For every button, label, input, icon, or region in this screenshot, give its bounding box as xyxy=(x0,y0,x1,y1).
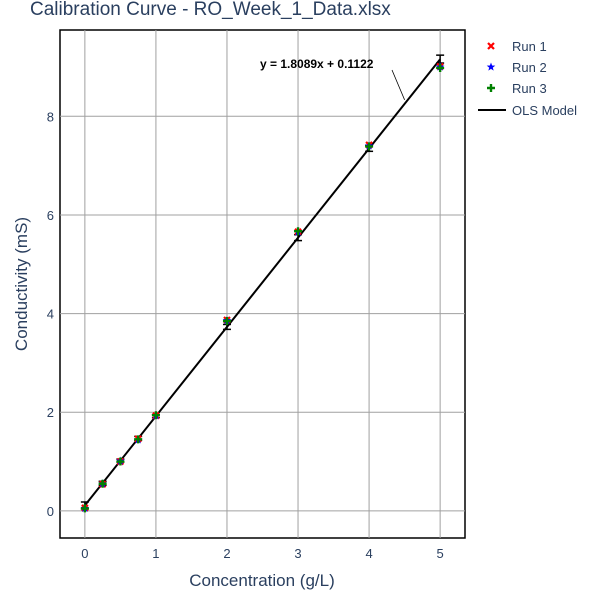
legend-marker xyxy=(487,42,495,50)
ols-model-line xyxy=(84,58,441,506)
x-axis-title: Concentration (g/L) xyxy=(189,571,335,590)
data-point-run-3 xyxy=(436,63,445,72)
data-point-run-3 xyxy=(80,504,89,513)
legend-item-run-2[interactable]: Run 2 xyxy=(486,60,547,75)
y-tick-label: 4 xyxy=(47,307,54,322)
legend-item-run-1[interactable]: Run 1 xyxy=(487,39,547,54)
data-point-run-3 xyxy=(151,411,160,420)
legend-label: OLS Model xyxy=(512,103,577,118)
x-tick-labels: 0 1 2 3 4 5 xyxy=(81,546,443,561)
x-tick-label: 5 xyxy=(437,546,444,561)
data-point-run-3 xyxy=(116,457,125,466)
chart-title: Calibration Curve - RO_Week_1_Data.xlsx xyxy=(30,0,391,20)
legend-label: Run 1 xyxy=(512,39,547,54)
legend-item-ols-model[interactable]: OLS Model xyxy=(478,103,577,118)
data-point-run-3 xyxy=(98,479,107,488)
y-tick-label: 2 xyxy=(47,405,54,420)
legend-marker xyxy=(487,84,495,92)
grid-lines xyxy=(60,30,465,538)
y-tick-label: 0 xyxy=(47,504,54,519)
ols-model-layer xyxy=(84,58,441,506)
y-tick-labels: 0 2 4 6 8 xyxy=(47,109,54,519)
x-tick-label: 0 xyxy=(81,546,88,561)
data-point-run-3 xyxy=(365,142,374,151)
data-points xyxy=(80,62,445,513)
x-tick-label: 3 xyxy=(294,546,301,561)
x-tick-label: 4 xyxy=(365,546,372,561)
x-tick-label: 2 xyxy=(223,546,230,561)
legend-label: Run 2 xyxy=(512,60,547,75)
equation-label: y = 1.8089x + 0.1122 xyxy=(260,57,374,71)
equation-arrow xyxy=(391,69,405,101)
legend[interactable]: Run 1 Run 2 Run 3 OLS Model xyxy=(478,39,577,118)
legend-marker xyxy=(486,62,496,71)
y-tick-label: 8 xyxy=(47,109,54,124)
legend-item-run-3[interactable]: Run 3 xyxy=(487,81,547,96)
y-axis-title: Conductivity (mS) xyxy=(12,217,31,351)
x-tick-label: 1 xyxy=(152,546,159,561)
data-point-run-3 xyxy=(222,316,231,325)
data-point-run-3 xyxy=(134,435,143,444)
legend-label: Run 3 xyxy=(512,81,547,96)
y-tick-label: 6 xyxy=(47,208,54,223)
data-point-run-3 xyxy=(294,227,303,236)
